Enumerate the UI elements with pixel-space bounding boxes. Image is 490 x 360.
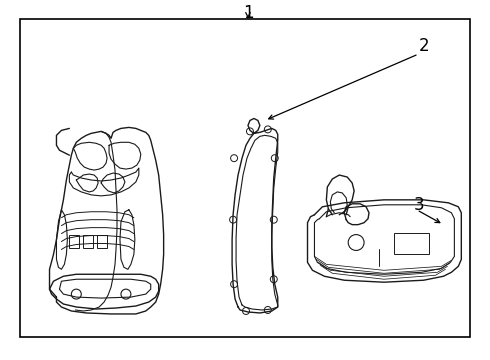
Text: 3: 3 [414, 196, 424, 214]
Bar [394, 233, 429, 255]
Bar [20, 19, 470, 337]
Bar [83, 235, 93, 248]
Bar [97, 235, 107, 248]
Bar [70, 235, 79, 248]
Text: 1: 1 [243, 4, 253, 22]
Text: 2: 2 [418, 37, 429, 55]
